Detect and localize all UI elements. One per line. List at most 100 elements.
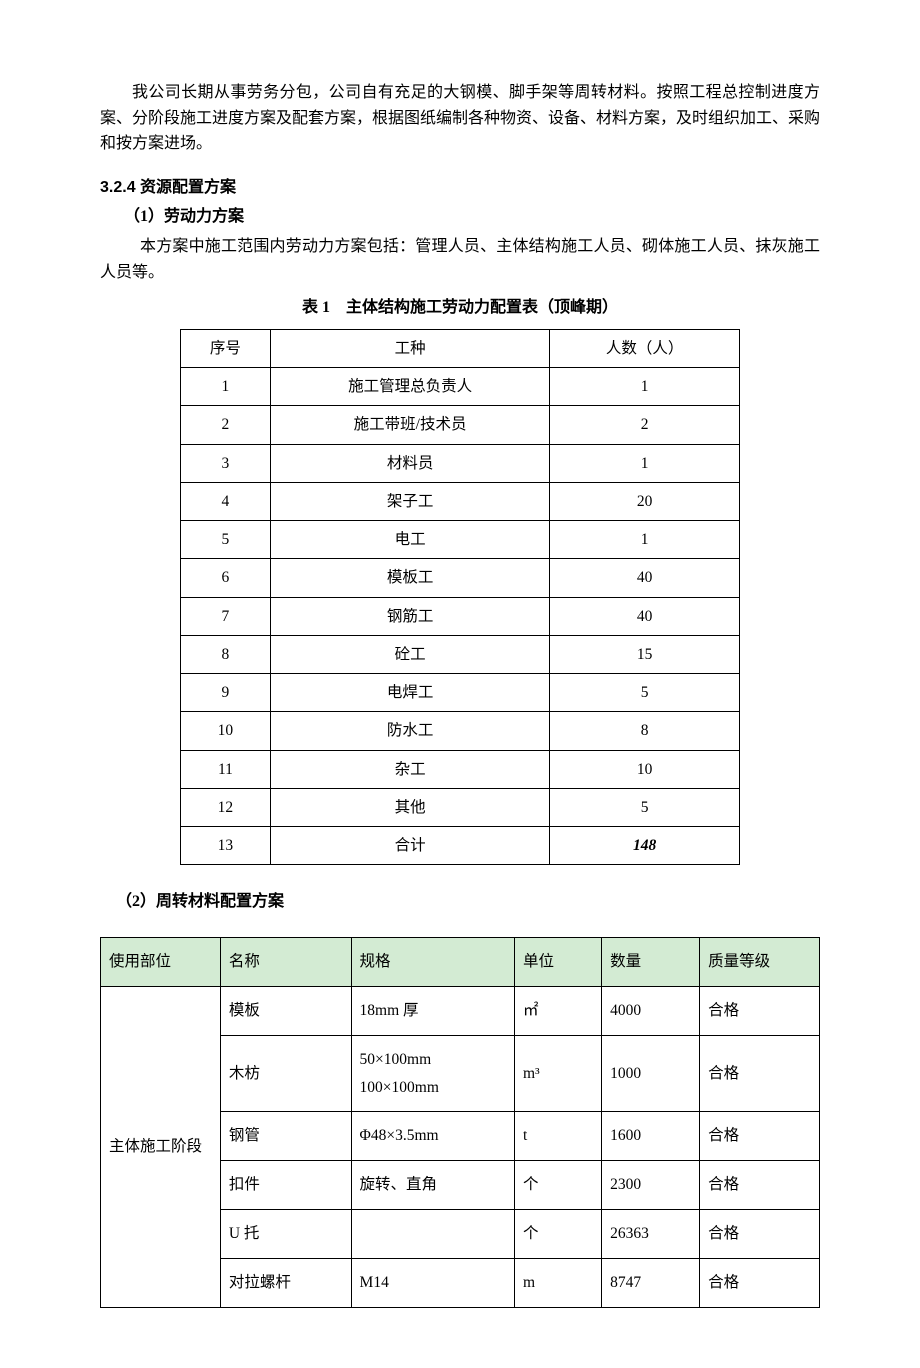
cell-kind: 电焊工 bbox=[270, 674, 549, 712]
material-allocation-table: 使用部位 名称 规格 单位 数量 质量等级 主体施工阶段 模板 18mm 厚 ㎡… bbox=[100, 937, 820, 1308]
table-row: 1施工管理总负责人1 bbox=[181, 368, 740, 406]
table-row: 4架子工20 bbox=[181, 482, 740, 520]
cell-kind: 砼工 bbox=[270, 635, 549, 673]
cell-count: 8 bbox=[550, 712, 740, 750]
cell-spec bbox=[351, 1210, 514, 1259]
cell-spec: 旋转、直角 bbox=[351, 1161, 514, 1210]
table-row: 7钢筋工40 bbox=[181, 597, 740, 635]
cell-spec: M14 bbox=[351, 1259, 514, 1308]
cell-unit: t bbox=[514, 1112, 601, 1161]
col-header-unit: 单位 bbox=[514, 937, 601, 986]
cell-kind: 电工 bbox=[270, 521, 549, 559]
cell-usepart: 主体施工阶段 bbox=[101, 986, 221, 1307]
cell-count: 20 bbox=[550, 482, 740, 520]
cell-unit: m bbox=[514, 1259, 601, 1308]
cell-grade: 合格 bbox=[700, 986, 820, 1035]
cell-kind: 模板工 bbox=[270, 559, 549, 597]
col-header-kind: 工种 bbox=[270, 329, 549, 367]
cell-name: 扣件 bbox=[220, 1161, 351, 1210]
cell-kind: 防水工 bbox=[270, 712, 549, 750]
cell-count: 2 bbox=[550, 406, 740, 444]
cell-grade: 合格 bbox=[700, 1161, 820, 1210]
cell-kind: 杂工 bbox=[270, 750, 549, 788]
cell-kind: 钢筋工 bbox=[270, 597, 549, 635]
cell-spec: 50×100mm100×100mm bbox=[351, 1035, 514, 1112]
cell-kind: 材料员 bbox=[270, 444, 549, 482]
cell-name: 对拉螺杆 bbox=[220, 1259, 351, 1308]
cell-idx: 2 bbox=[181, 406, 271, 444]
table-row: 3材料员1 bbox=[181, 444, 740, 482]
table-total-row: 13合计148 bbox=[181, 827, 740, 865]
table-row: 9电焊工5 bbox=[181, 674, 740, 712]
labor-allocation-table: 序号 工种 人数（人） 1施工管理总负责人1 2施工带班/技术员2 3材料员1 … bbox=[180, 329, 740, 866]
cell-grade: 合格 bbox=[700, 1035, 820, 1112]
cell-idx: 8 bbox=[181, 635, 271, 673]
col-header-qty: 数量 bbox=[602, 937, 700, 986]
cell-idx: 5 bbox=[181, 521, 271, 559]
cell-total: 148 bbox=[550, 827, 740, 865]
cell-idx: 10 bbox=[181, 712, 271, 750]
cell-count: 10 bbox=[550, 750, 740, 788]
cell-name: 模板 bbox=[220, 986, 351, 1035]
table-header-row: 序号 工种 人数（人） bbox=[181, 329, 740, 367]
cell-kind: 其他 bbox=[270, 788, 549, 826]
cell-unit: m³ bbox=[514, 1035, 601, 1112]
subsection-1-body: 本方案中施工范围内劳动力方案包括：管理人员、主体结构施工人员、砌体施工人员、抹灰… bbox=[100, 234, 820, 285]
cell-grade: 合格 bbox=[700, 1259, 820, 1308]
table-row: 主体施工阶段 模板 18mm 厚 ㎡ 4000 合格 bbox=[101, 986, 820, 1035]
cell-kind: 施工管理总负责人 bbox=[270, 368, 549, 406]
cell-spec: 18mm 厚 bbox=[351, 986, 514, 1035]
cell-name: 钢管 bbox=[220, 1112, 351, 1161]
cell-idx: 6 bbox=[181, 559, 271, 597]
cell-qty: 1000 bbox=[602, 1035, 700, 1112]
cell-idx: 13 bbox=[181, 827, 271, 865]
cell-unit: 个 bbox=[514, 1210, 601, 1259]
table-row: 12其他5 bbox=[181, 788, 740, 826]
col-header-index: 序号 bbox=[181, 329, 271, 367]
table1-title: 表 1 主体结构施工劳动力配置表（顶峰期） bbox=[100, 295, 820, 321]
table-row: 10防水工8 bbox=[181, 712, 740, 750]
cell-grade: 合格 bbox=[700, 1112, 820, 1161]
cell-idx: 7 bbox=[181, 597, 271, 635]
subsection-2-heading: （2）周转材料配置方案 bbox=[100, 889, 820, 915]
cell-count: 5 bbox=[550, 788, 740, 826]
table-row: 5电工1 bbox=[181, 521, 740, 559]
cell-idx: 12 bbox=[181, 788, 271, 826]
cell-count: 40 bbox=[550, 559, 740, 597]
cell-idx: 9 bbox=[181, 674, 271, 712]
col-header-spec: 规格 bbox=[351, 937, 514, 986]
cell-idx: 11 bbox=[181, 750, 271, 788]
col-header-grade: 质量等级 bbox=[700, 937, 820, 986]
cell-kind: 合计 bbox=[270, 827, 549, 865]
subsection-1-heading: （1）劳动力方案 bbox=[100, 204, 820, 230]
cell-unit: 个 bbox=[514, 1161, 601, 1210]
col-header-usepart: 使用部位 bbox=[101, 937, 221, 986]
table-row: 11杂工10 bbox=[181, 750, 740, 788]
cell-qty: 1600 bbox=[602, 1112, 700, 1161]
table-row: 8砼工15 bbox=[181, 635, 740, 673]
col-header-count: 人数（人） bbox=[550, 329, 740, 367]
cell-idx: 1 bbox=[181, 368, 271, 406]
cell-idx: 4 bbox=[181, 482, 271, 520]
cell-count: 15 bbox=[550, 635, 740, 673]
cell-unit: ㎡ bbox=[514, 986, 601, 1035]
cell-count: 40 bbox=[550, 597, 740, 635]
cell-count: 1 bbox=[550, 368, 740, 406]
section-heading: 3.2.4 资源配置方案 bbox=[100, 175, 820, 201]
cell-qty: 8747 bbox=[602, 1259, 700, 1308]
cell-qty: 4000 bbox=[602, 986, 700, 1035]
cell-grade: 合格 bbox=[700, 1210, 820, 1259]
cell-name: U 托 bbox=[220, 1210, 351, 1259]
cell-qty: 2300 bbox=[602, 1161, 700, 1210]
cell-idx: 3 bbox=[181, 444, 271, 482]
table-header-row: 使用部位 名称 规格 单位 数量 质量等级 bbox=[101, 937, 820, 986]
intro-paragraph: 我公司长期从事劳务分包，公司自有充足的大钢模、脚手架等周转材料。按照工程总控制进… bbox=[100, 80, 820, 157]
cell-kind: 架子工 bbox=[270, 482, 549, 520]
table-row: 6模板工40 bbox=[181, 559, 740, 597]
cell-kind: 施工带班/技术员 bbox=[270, 406, 549, 444]
cell-name: 木枋 bbox=[220, 1035, 351, 1112]
cell-spec: Φ48×3.5mm bbox=[351, 1112, 514, 1161]
table-row: 2施工带班/技术员2 bbox=[181, 406, 740, 444]
cell-count: 5 bbox=[550, 674, 740, 712]
cell-count: 1 bbox=[550, 444, 740, 482]
